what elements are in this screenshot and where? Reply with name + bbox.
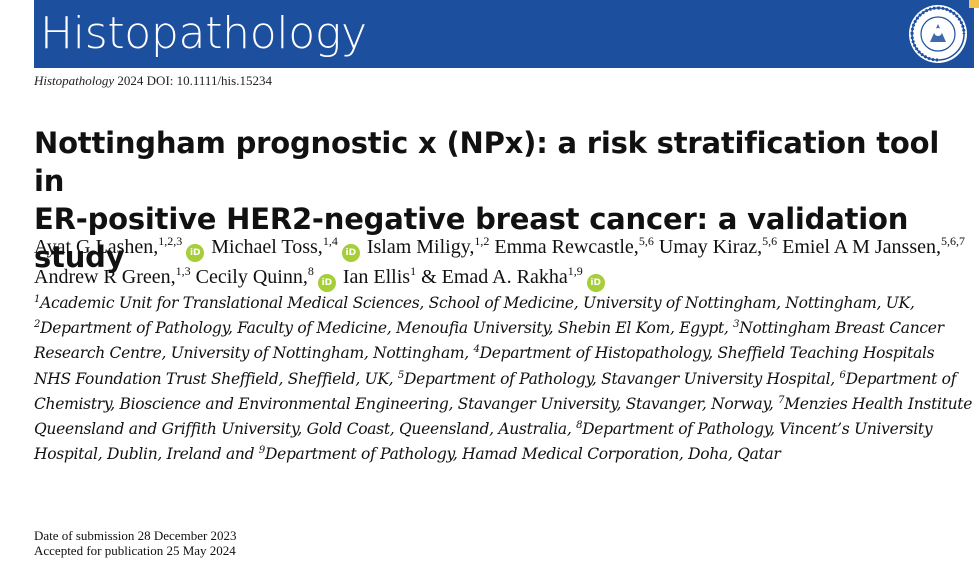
author: Emma Rewcastle,5,6 bbox=[494, 234, 654, 258]
author: Cecily Quinn,8iD bbox=[195, 264, 338, 292]
author-name: Andrew R Green, bbox=[34, 266, 176, 288]
affiliation-number: 6 bbox=[839, 369, 846, 381]
affiliation-text: Department of Histopathology, Sheffield … bbox=[34, 344, 935, 388]
affiliation-list: 1Academic Unit for Translational Medical… bbox=[34, 291, 974, 467]
affiliation-number: 5 bbox=[397, 369, 404, 381]
author: Emiel A M Janssen,5,6,7 bbox=[782, 234, 965, 258]
orcid-icon[interactable]: iD bbox=[341, 244, 360, 262]
affiliation-number: 3 bbox=[733, 319, 740, 331]
acceptance-date: Accepted for publication 25 May 2024 bbox=[34, 543, 236, 558]
submission-date: Date of submission 28 December 2023 bbox=[34, 528, 237, 543]
citation-journal: Histopathology bbox=[34, 73, 115, 88]
title-line-1: Nottingham prognostic x (NPx): a risk st… bbox=[34, 126, 940, 198]
author-affiliation-sup: 1 bbox=[410, 264, 417, 278]
author-name: Islam Miligy, bbox=[366, 236, 475, 258]
lock-icon bbox=[969, 0, 979, 8]
affiliation-text: Menzies Health Institute Queensland and … bbox=[34, 394, 973, 439]
citation-line: Histopathology 2024 DOI: 10.1111/his.152… bbox=[34, 73, 272, 89]
affiliation-number: 2 bbox=[34, 319, 41, 331]
author-affiliation-sup: 1,3 bbox=[175, 264, 191, 278]
affiliation-text: Department of Pathology, Stavanger Unive… bbox=[403, 369, 835, 388]
affiliation-number: 4 bbox=[473, 344, 480, 356]
academy-seal-logo bbox=[909, 5, 967, 63]
affiliation-number: 8 bbox=[576, 420, 583, 432]
author: Andrew R Green,1,3 bbox=[34, 264, 191, 288]
author-name: Michael Toss, bbox=[211, 236, 323, 258]
affiliation-text: Department of Pathology, Faculty of Medi… bbox=[40, 319, 729, 338]
affiliation-text: Academic Unit for Translational Medical … bbox=[40, 294, 915, 312]
author-name: Emiel A M Janssen, bbox=[782, 236, 941, 258]
author-name: Emma Rewcastle, bbox=[494, 236, 639, 258]
author: Umay Kiraz,5,6 bbox=[658, 234, 778, 258]
author: Ayat G Lashen,1,2,3iD bbox=[34, 234, 206, 262]
affiliation-number: 9 bbox=[258, 445, 265, 457]
author: Michael Toss,1,4iD bbox=[211, 234, 362, 262]
citation-doi: 2024 DOI: 10.1111/his.15234 bbox=[114, 73, 272, 88]
orcid-icon[interactable]: iD bbox=[586, 274, 605, 292]
title-line-2: ER-positive HER2-negative breast cancer:… bbox=[34, 202, 909, 274]
author-affiliation-sup: 1,2,3 bbox=[158, 234, 183, 248]
author-name: & Emad A. Rakha bbox=[421, 266, 568, 288]
affiliation-text: Nottingham Breast Cancer Research Centre… bbox=[34, 319, 944, 363]
article-title: Nottingham prognostic x (NPx): a risk st… bbox=[34, 124, 969, 276]
author-affiliation-sup: 8 bbox=[307, 264, 314, 278]
author-affiliation-sup: 1,2 bbox=[474, 234, 490, 248]
author-name: Ayat G Lashen, bbox=[34, 236, 159, 258]
author: Ian Ellis1 bbox=[342, 264, 417, 288]
journal-banner: Histopathology bbox=[34, 0, 974, 68]
author: Islam Miligy,1,2 bbox=[366, 234, 490, 258]
author-name: Umay Kiraz, bbox=[658, 236, 763, 258]
author: & Emad A. Rakha1,9iD bbox=[421, 264, 607, 292]
author-affiliation-sup: 1,9 bbox=[567, 264, 583, 278]
author-name: Ian Ellis bbox=[342, 266, 411, 288]
author-name: Cecily Quinn, bbox=[195, 266, 308, 288]
affiliation-text: Department of Pathology, Hamad Medical C… bbox=[264, 445, 781, 464]
affiliation-text: Department of Chemistry, Bioscience and … bbox=[34, 369, 957, 413]
affiliation-text: Department of Pathology, Vincent’s Unive… bbox=[34, 420, 933, 464]
orcid-icon[interactable]: iD bbox=[186, 244, 205, 262]
author-affiliation-sup: 5,6 bbox=[762, 234, 778, 248]
orcid-icon[interactable]: iD bbox=[317, 274, 336, 292]
author-affiliation-sup: 1,4 bbox=[322, 234, 338, 248]
author-affiliation-sup: 5,6,7 bbox=[941, 234, 965, 248]
affiliation-number: 7 bbox=[778, 394, 785, 406]
author-affiliation-sup: 5,6 bbox=[638, 234, 654, 248]
author-list: Ayat G Lashen,1,2,3iD Michael Toss,1,4iD… bbox=[34, 232, 974, 292]
affiliation-number: 1 bbox=[34, 294, 41, 305]
journal-name: Histopathology bbox=[40, 8, 367, 59]
publication-dates: Date of submission 28 December 2023 Acce… bbox=[34, 528, 237, 558]
